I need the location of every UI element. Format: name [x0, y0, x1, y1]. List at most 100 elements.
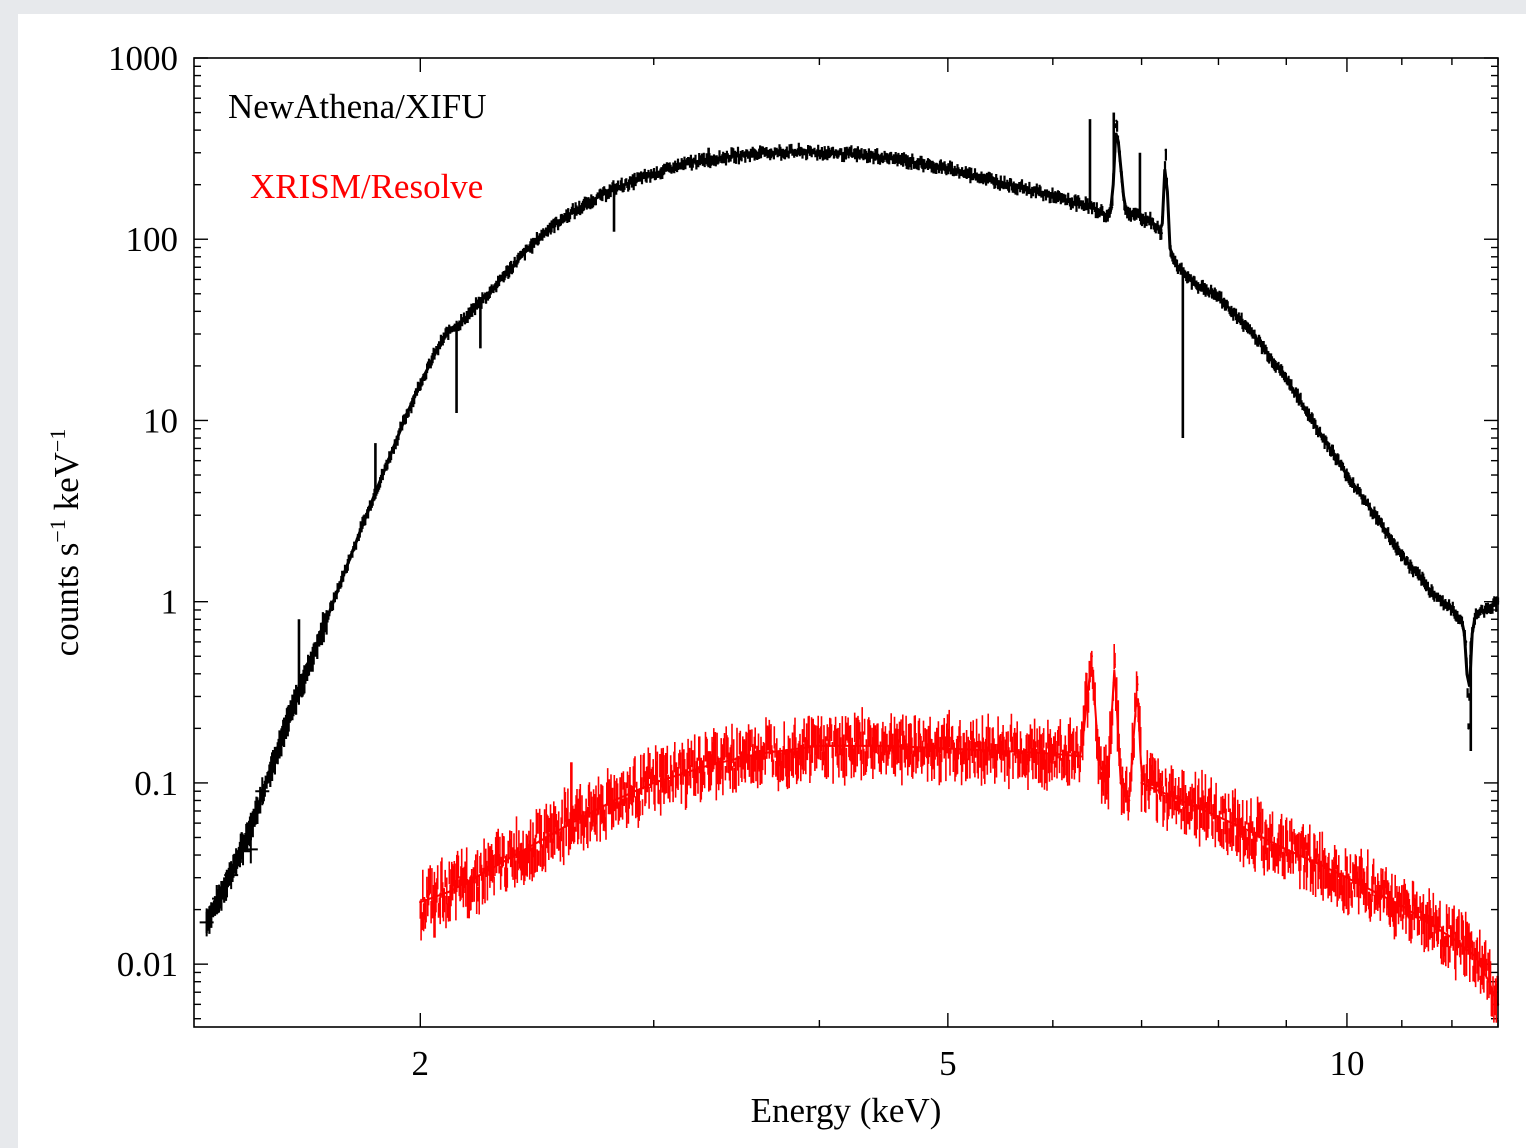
data-point: [1285, 848, 1288, 851]
y-tick-label: 0.1: [134, 764, 178, 803]
data-point: [757, 152, 760, 155]
legend-newathena-xifu: NewAthena/XIFU: [228, 87, 487, 126]
data-point: [499, 278, 502, 281]
data-point: [358, 531, 361, 534]
data-point: [1148, 785, 1151, 789]
data-point-cross: [255, 777, 270, 806]
series-0-line: [205, 132, 1499, 924]
y-axis-label: counts s−1 keV−1: [45, 429, 86, 657]
data-point: [486, 292, 490, 295]
data-point: [1115, 119, 1118, 123]
data-point: [859, 153, 863, 157]
data-point: [1164, 148, 1167, 152]
data-point: [885, 744, 889, 748]
data-point: [1316, 427, 1319, 430]
data-point: [1373, 890, 1377, 894]
data-point: [990, 178, 994, 182]
data-point: [1474, 955, 1477, 958]
data-point: [1110, 206, 1114, 209]
x-tick-label: 5: [939, 1044, 957, 1083]
data-point: [547, 227, 550, 230]
data-point: [818, 151, 821, 154]
data-point: [342, 574, 345, 577]
data-point: [419, 900, 422, 904]
data-point: [447, 330, 450, 333]
data-point: [898, 158, 902, 161]
data-point: [1106, 781, 1109, 785]
data-point: [1168, 246, 1171, 249]
data-point: [1160, 231, 1163, 235]
data-point: [447, 890, 450, 894]
data-point: [1316, 862, 1319, 865]
data-point: [1187, 278, 1191, 281]
data-point: [473, 876, 477, 879]
data-point: [1464, 640, 1468, 644]
data-point: [612, 799, 616, 802]
data-point: [1426, 586, 1429, 589]
series-1-errorbars: [419, 644, 1499, 1023]
data-point: [1373, 514, 1377, 517]
data-point: [524, 848, 527, 851]
data-point: [1450, 936, 1454, 939]
data-point: [1079, 755, 1083, 758]
y-tick-label: 100: [126, 220, 179, 259]
data-point: [1136, 214, 1139, 217]
data-point: [290, 709, 294, 713]
data-point: [757, 752, 760, 755]
data-point: [276, 749, 279, 753]
data-point: [707, 764, 710, 767]
data-point: [1136, 683, 1139, 686]
series-layer: [199, 112, 1500, 1023]
series-0-errorbars: [205, 121, 1500, 934]
data-point: [1217, 815, 1220, 819]
data-point: [253, 815, 256, 819]
data-point: [788, 150, 792, 154]
data-point: [1400, 554, 1404, 557]
data-point: [1001, 749, 1004, 753]
data-point: [1180, 799, 1183, 802]
data-point: [1285, 377, 1288, 380]
data-point: [1345, 876, 1349, 879]
data-point: [524, 250, 527, 254]
y-tick-label: 1: [161, 583, 179, 622]
data-point: [652, 781, 655, 785]
x-tick-label: 2: [412, 1044, 430, 1083]
data-point: [1474, 613, 1477, 616]
data-point: [1252, 831, 1255, 835]
x-tick-label: 10: [1329, 1044, 1364, 1083]
data-point: [1051, 752, 1055, 755]
data-point: [499, 862, 502, 865]
data-point: [1090, 655, 1093, 658]
data-point: [946, 167, 950, 170]
y-tick-label: 1000: [108, 39, 178, 78]
data-point: [1483, 608, 1486, 612]
data-point: [1079, 202, 1083, 205]
series-1: [419, 644, 1500, 1023]
data-point-cross: [224, 861, 239, 890]
data-point-cross: [199, 908, 214, 937]
data-point-cross: [212, 884, 227, 913]
y-tick-label: 0.01: [117, 945, 178, 984]
data-point: [1450, 608, 1454, 612]
data-point-cross: [243, 835, 258, 864]
data-point: [818, 744, 821, 748]
data-point: [1487, 980, 1491, 983]
data-point: [452, 325, 456, 328]
data-point: [1217, 295, 1220, 299]
data-point: [1127, 799, 1131, 802]
data-point-cross: [236, 837, 251, 866]
data-point: [1140, 781, 1143, 785]
data-point: [570, 211, 573, 214]
data-point: [1113, 663, 1116, 666]
data-point: [389, 453, 392, 456]
data-point: [308, 663, 311, 666]
data-point: [325, 618, 328, 621]
data-point: [1176, 266, 1179, 269]
data-point: [460, 320, 464, 324]
data-point: [1106, 216, 1109, 219]
data-point: [1119, 781, 1122, 785]
data-point: [946, 747, 950, 750]
spectrum-chart: 2 5 10 1000 100 10 1 0.1 0.01 Energy (keV) count…: [45, 39, 1500, 1130]
data-point: [1032, 189, 1035, 193]
data-point: [404, 415, 407, 418]
